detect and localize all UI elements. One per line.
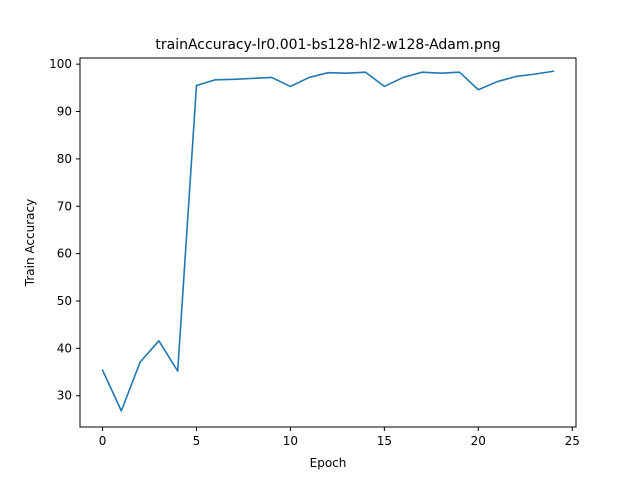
data-point — [458, 71, 461, 74]
data-point — [214, 78, 217, 81]
data-point — [421, 71, 424, 74]
data-point — [195, 84, 198, 87]
data-point — [533, 73, 536, 76]
data-point — [120, 409, 123, 412]
y-axis: 30 40 50 60 70 80 90 100 — [49, 57, 80, 403]
data-point — [552, 70, 555, 73]
data-point — [233, 78, 236, 81]
data-point — [101, 369, 104, 372]
data-point — [158, 339, 161, 342]
x-axis-label: Epoch — [310, 456, 347, 470]
y-tick-label: 30 — [57, 389, 72, 403]
data-point — [477, 88, 480, 91]
x-tick-label: 0 — [99, 434, 107, 448]
y-tick-label: 80 — [57, 152, 72, 166]
series-layer — [101, 70, 555, 412]
series-line — [101, 70, 555, 412]
data-point — [345, 72, 348, 75]
data-point — [439, 72, 442, 75]
data-point — [176, 370, 179, 373]
data-point — [327, 71, 330, 74]
y-axis-label: Train Accuracy — [23, 199, 37, 287]
data-point — [496, 80, 499, 83]
x-tick-label: 15 — [377, 434, 392, 448]
y-tick-label: 50 — [57, 294, 72, 308]
data-point — [289, 85, 292, 88]
x-axis: 0 5 10 15 20 25 — [99, 427, 580, 448]
y-tick-label: 60 — [57, 247, 72, 261]
data-point — [514, 75, 517, 78]
x-tick-label: 10 — [283, 434, 298, 448]
data-point — [139, 361, 142, 364]
data-point — [251, 77, 254, 80]
x-tick-label: 5 — [193, 434, 201, 448]
data-point — [270, 76, 273, 79]
y-tick-label: 70 — [57, 199, 72, 213]
x-tick-label: 20 — [471, 434, 486, 448]
y-tick-label: 90 — [57, 105, 72, 119]
data-point — [402, 76, 405, 79]
y-tick-label: 40 — [57, 341, 72, 355]
y-tick-label: 100 — [49, 57, 72, 71]
data-point — [308, 76, 311, 79]
chart-title: trainAccuracy-lr0.001-bs128-hl2-w128-Ada… — [155, 37, 500, 53]
x-tick-label: 25 — [565, 434, 580, 448]
plot-frame — [79, 57, 577, 428]
data-point — [364, 71, 367, 74]
data-point — [383, 85, 386, 88]
